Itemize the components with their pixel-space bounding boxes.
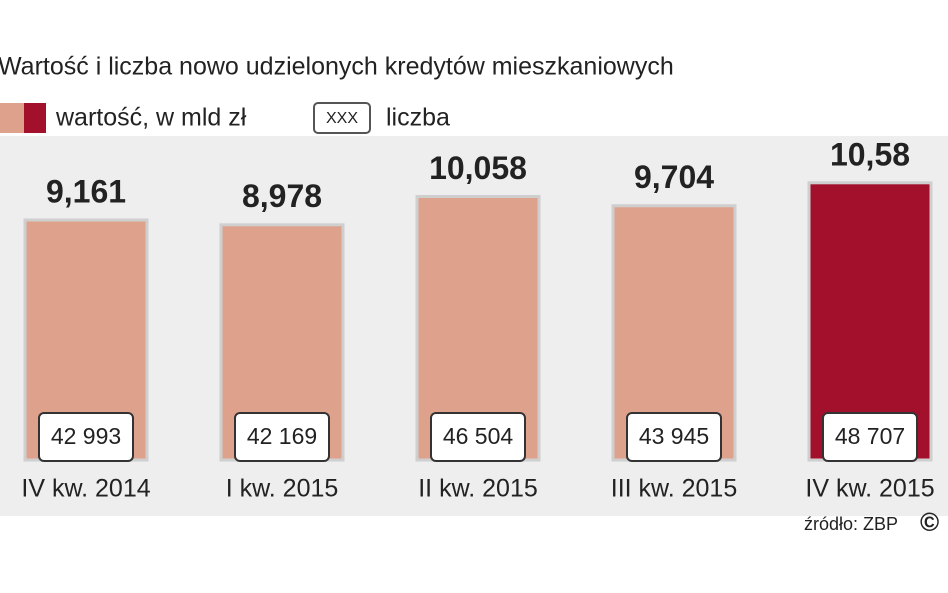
legend-swatch xyxy=(313,102,371,134)
value-label: 8,978 xyxy=(242,178,322,214)
count-label: 46 504 xyxy=(443,423,514,449)
legend-label: wartość, w mld zł xyxy=(55,104,247,132)
chart-title: Wartość i liczba nowo udzielonych kredyt… xyxy=(0,53,674,81)
x-tick-label: IV kw. 2015 xyxy=(805,475,934,503)
value-label: 10,058 xyxy=(429,150,527,186)
count-label: 48 707 xyxy=(835,423,905,449)
legend-label: liczba xyxy=(386,104,450,132)
count-label: 42 993 xyxy=(51,423,121,449)
count-box xyxy=(38,412,134,462)
legend-swatch xyxy=(0,103,24,133)
x-tick-label: II kw. 2015 xyxy=(418,475,538,503)
count-box xyxy=(626,412,722,462)
count-box xyxy=(430,412,526,462)
x-tick-label: III kw. 2015 xyxy=(611,475,737,503)
x-tick-label: I kw. 2015 xyxy=(226,475,339,503)
value-label: 10,58 xyxy=(830,136,910,172)
count-box xyxy=(822,412,918,462)
count-label: 42 169 xyxy=(247,423,317,449)
count-box xyxy=(234,412,330,462)
copyright: © xyxy=(920,507,939,537)
value-label: 9,704 xyxy=(634,159,714,195)
legend: wartość, w mld zł XXX liczba xyxy=(0,102,450,134)
x-tick-label: IV kw. 2014 xyxy=(21,475,150,503)
legend-swatch xyxy=(24,103,46,133)
source: źródło: ZBP xyxy=(804,514,898,534)
legend-sample: XXX xyxy=(326,110,358,127)
value-label: 9,161 xyxy=(46,173,126,209)
count-label: 43 945 xyxy=(639,423,709,449)
